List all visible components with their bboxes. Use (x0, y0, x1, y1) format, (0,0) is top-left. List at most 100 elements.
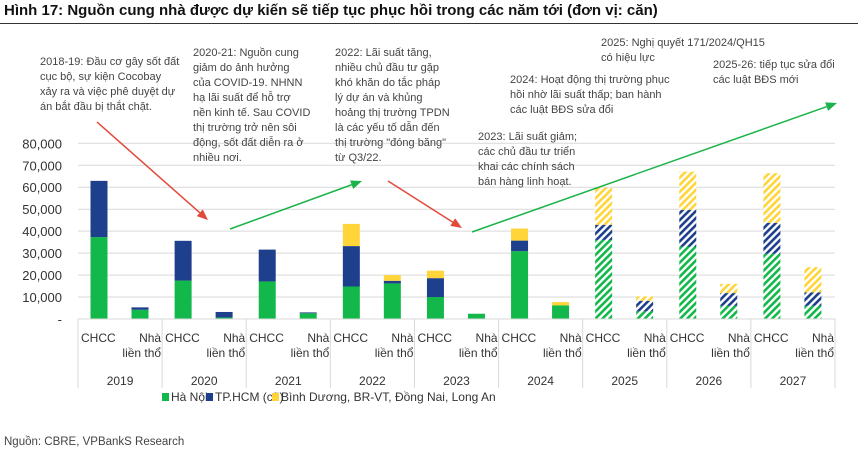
figure-title: Hình 17: Nguồn cung nhà được dự kiến sẽ … (4, 2, 658, 19)
x-subcategory-label: Nhà (307, 331, 329, 345)
legend-item: Bình Dương, BR-VT, Đồng Nai, Long An (272, 390, 496, 404)
bar-segment (90, 180, 108, 238)
bar-segment (258, 249, 276, 282)
bar-segment (426, 270, 444, 279)
bar-segment (174, 240, 192, 281)
bar-segment (511, 228, 529, 241)
bar-segment (636, 311, 654, 319)
x-year-label: 2025 (611, 374, 638, 388)
bar-segment (804, 292, 822, 306)
bar-segment (383, 275, 401, 281)
arrowhead-icon (825, 102, 837, 111)
x-subcategory-label: CHCC (165, 331, 200, 345)
y-tick-label: 30,000 (22, 246, 62, 261)
bar-segment (720, 305, 738, 319)
x-subcategory-label: liền thổ (795, 346, 834, 360)
bar-segment (342, 223, 360, 247)
x-subcategory-label: liền thổ (207, 346, 246, 360)
x-subcategory-label: liền thổ (459, 346, 498, 360)
x-subcategory-label: CHCC (417, 331, 452, 345)
x-subcategory-label: liền thổ (291, 346, 330, 360)
arrow-line (229, 184, 352, 230)
bar-segment (467, 313, 485, 319)
bar-segment (90, 237, 108, 319)
bar-segment (215, 311, 233, 318)
legend-label: Hà Nội (171, 390, 208, 404)
x-year-label: 2027 (780, 374, 807, 388)
x-subcategory-label: Nhà (728, 331, 750, 345)
bar-segment (131, 307, 149, 310)
legend-label: TP.HCM (cũ) (215, 390, 283, 404)
x-subcategory-label: CHCC (333, 331, 368, 345)
y-tick-label: 10,000 (22, 290, 62, 305)
y-tick-label: 20,000 (22, 268, 62, 283)
y-tick-label: 40,000 (22, 224, 62, 239)
annotation-2018-19: 2018-19: Đầu cơ gây sốt đất cục bộ, sự k… (40, 56, 180, 113)
bar-segment (636, 300, 654, 312)
x-subcategory-label: CHCC (586, 331, 621, 345)
x-year-label: 2019 (107, 374, 134, 388)
bar-segment (552, 305, 570, 319)
bar-segment (426, 297, 444, 319)
bar-segment (804, 267, 822, 293)
y-tick-label: - (58, 312, 62, 327)
annotation-2024: 2024: Hoạt động thị trường phục hồi nhờ … (510, 74, 670, 116)
arrowhead-icon (450, 218, 462, 228)
y-tick-label: 50,000 (22, 202, 62, 217)
bar-segment (426, 278, 444, 298)
x-subcategory-label: Nhà (391, 331, 413, 345)
bar-segment (383, 280, 401, 284)
bar-segment (595, 224, 613, 240)
x-subcategory-label: Nhà (223, 331, 245, 345)
bar-segment (511, 240, 529, 252)
x-subcategory-label: Nhà (560, 331, 582, 345)
x-subcategory-label: CHCC (81, 331, 116, 345)
x-subcategory-label: liền thổ (543, 346, 582, 360)
bar-segment (383, 283, 401, 319)
source-note: Nguồn: CBRE, VPBankS Research (4, 436, 185, 448)
bar-segment (258, 281, 276, 319)
x-subcategory-label: CHCC (249, 331, 284, 345)
x-subcategory-label: CHCC (502, 331, 537, 345)
x-subcategory-label: liền thổ (122, 346, 161, 360)
y-tick-label: 70,000 (22, 158, 62, 173)
bar-segment (636, 296, 654, 301)
x-year-label: 2021 (275, 374, 302, 388)
x-subcategory-label: liền thổ (375, 346, 414, 360)
x-subcategory-label: Nhà (644, 331, 666, 345)
bar-segment (804, 305, 822, 319)
bar-segment (595, 239, 613, 319)
x-year-label: 2026 (695, 374, 722, 388)
trend-arrow-down (96, 121, 208, 220)
x-subcategory-label: CHCC (754, 331, 789, 345)
annotation-2023: 2023: Lãi suất giảm; các chủ đầu tư triể… (478, 131, 578, 188)
legend-swatch (206, 393, 213, 401)
y-tick-label: 60,000 (22, 180, 62, 195)
bar-segment (763, 173, 781, 223)
x-subcategory-label: Nhà (812, 331, 834, 345)
legend-swatch (162, 393, 169, 401)
bar-segment (299, 313, 317, 319)
x-subcategory-label: liền thổ (627, 346, 666, 360)
x-year-label: 2022 (359, 374, 386, 388)
bar-segment (215, 317, 233, 319)
x-year-label: 2024 (527, 374, 554, 388)
bar-segment (174, 280, 192, 319)
trend-arrow-up (229, 180, 362, 230)
legend-label: Bình Dương, BR-VT, Đồng Nai, Long An (281, 390, 496, 404)
bar-segment (720, 283, 738, 294)
trend-arrow-up (471, 102, 837, 233)
legend-item: Hà Nội (162, 390, 208, 404)
x-subcategory-label: Nhà (476, 331, 498, 345)
bar-segment (342, 286, 360, 319)
x-subcategory-label: CHCC (670, 331, 705, 345)
arrowhead-icon (350, 180, 362, 189)
x-subcategory-label: liền thổ (711, 346, 750, 360)
annotation-2025: 2025: Nghị quyết 171/2024/QH15 có hiệu l… (601, 37, 765, 64)
bar-segment (299, 312, 317, 314)
bar-segment (511, 251, 529, 319)
y-tick-label: 80,000 (22, 136, 62, 151)
bar-segment (763, 253, 781, 319)
legend-swatch (272, 393, 279, 401)
bar-segment (763, 222, 781, 254)
